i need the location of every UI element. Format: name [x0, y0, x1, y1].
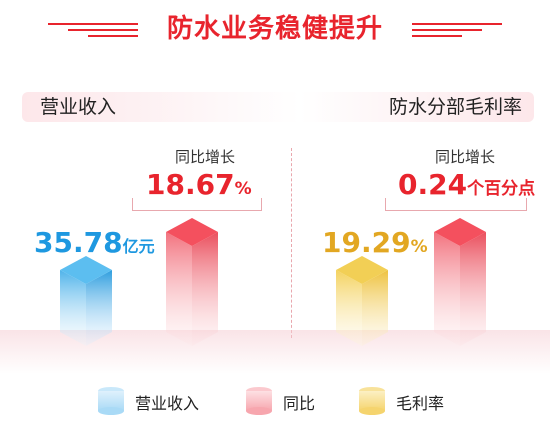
revenue-yoy-block — [166, 218, 218, 346]
legend-label-yoy: 同比 — [283, 394, 316, 413]
title-stripe — [48, 23, 138, 25]
margin-block — [336, 256, 388, 346]
revenue-value: 35.78 — [34, 226, 123, 259]
title-banner: 防水业务稳健提升 — [0, 6, 550, 52]
margin-growth-bracket — [385, 198, 527, 211]
yoy-swatch-icon — [246, 387, 272, 415]
margin-growth-value: 0.24个百分点 — [398, 168, 535, 201]
margin-panel-label: 防水分部毛利率 — [300, 92, 534, 122]
margin-growth-unit: 个百分点 — [467, 179, 536, 199]
revenue-growth-bracket — [132, 198, 262, 211]
revenue-block — [60, 256, 112, 346]
margin-value: 19.29 — [322, 226, 411, 259]
margin-growth-caption: 同比增长 — [434, 148, 495, 166]
revenue-swatch-icon — [98, 387, 124, 415]
page-title: 防水业务稳健提升 — [166, 14, 383, 44]
revenue-growth-value: 18.67% — [146, 168, 252, 201]
title-stripe — [412, 35, 462, 37]
margin-yoy-block — [434, 218, 486, 346]
revenue-growth-caption: 同比增长 — [174, 148, 235, 166]
legend-label-margin: 毛利率 — [396, 394, 445, 413]
margin-growth-number: 0.24 — [398, 168, 468, 201]
revenue-panel-label: 营业收入 — [22, 92, 300, 122]
revenue-growth-unit: % — [234, 179, 252, 199]
revenue-value-label: 35.78亿元 — [34, 226, 155, 259]
title-stripe — [88, 35, 138, 37]
margin-value-label: 19.29% — [322, 226, 428, 259]
margin-swatch-icon — [359, 387, 385, 415]
revenue-growth-number: 18.67 — [146, 168, 235, 201]
legend-label-revenue: 营业收入 — [135, 394, 200, 413]
title-stripe — [412, 29, 482, 31]
legend: 营业收入 同比 毛利率 — [0, 378, 550, 428]
title-stripe — [412, 23, 502, 25]
margin-unit: % — [410, 237, 428, 257]
revenue-unit: 亿元 — [122, 237, 155, 256]
title-stripe — [68, 29, 138, 31]
panel-divider — [291, 148, 292, 338]
